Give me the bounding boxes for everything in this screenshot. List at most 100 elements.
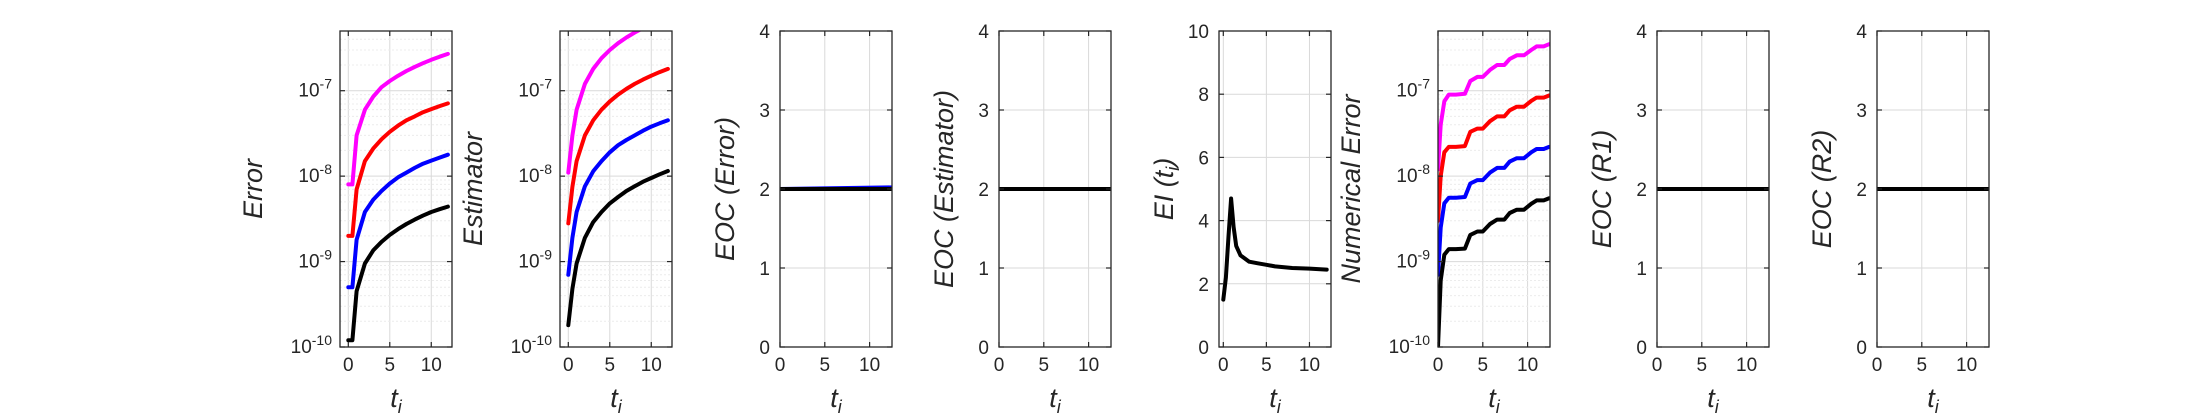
y-axis-label: EOC (Error) [710, 117, 740, 261]
y-tick-label: 2 [978, 180, 989, 201]
series-group [780, 185, 892, 191]
chart-panel-8: 0 5 10 0 1 2 3 4 ti EOC (R2) [1807, 22, 1990, 417]
series-line-red [1438, 93, 1550, 223]
chart-panel-7: 0 5 10 0 1 2 3 4 ti EOC (R1) [1587, 22, 1770, 417]
x-axis-label: ti [1927, 383, 1940, 417]
y-tick-label: 10-10 [291, 332, 333, 358]
y-tick-label: 1 [1856, 259, 1867, 280]
series-line-magenta [1438, 42, 1550, 172]
x-tick-label: 10 [1736, 355, 1757, 376]
y-tick-label: 10-10 [511, 332, 553, 358]
y-tick-label: 2 [1636, 180, 1647, 201]
x-tick-label: 5 [1917, 355, 1928, 376]
y-axis-label: Error [238, 158, 268, 219]
y-tick-label: 10-8 [1396, 161, 1430, 187]
y-tick-label: 4 [978, 22, 989, 43]
y-tick-label: 1 [759, 259, 770, 280]
series-line-black [1438, 196, 1550, 347]
x-tick-label: 0 [775, 355, 786, 376]
series-line-red [566, 66, 670, 226]
series-line-magenta [566, 31, 642, 175]
x-tick-label: 0 [1433, 355, 1444, 376]
x-tick-label: 5 [604, 355, 615, 376]
series-line-magenta [346, 51, 450, 187]
y-tick-label: 3 [1856, 101, 1867, 122]
y-tick-label: 10-10 [1389, 332, 1431, 358]
y-tick-label: 6 [1198, 148, 1209, 169]
series-group [346, 51, 450, 343]
x-tick-label: 5 [1697, 355, 1708, 376]
x-axis-label: ti [610, 383, 623, 417]
series-line-black [346, 204, 450, 343]
chart-panel-4: 0 5 10 0 1 2 3 4 ti EOC (Estimator) [929, 22, 1112, 417]
x-axis-label: ti [1488, 383, 1501, 417]
axes-box [1218, 30, 1332, 348]
x-tick-label: 10 [421, 355, 442, 376]
x-tick-label: 10 [641, 355, 662, 376]
axes-box [1437, 30, 1551, 348]
y-tick-label: 10-8 [298, 161, 332, 187]
y-tick-label: 0 [978, 338, 989, 359]
chart-panel-6: 0 5 10 10-10 10-9 10-8 10-7 ti Numerical Error [1336, 30, 1551, 417]
x-tick-label: 5 [1261, 355, 1272, 376]
x-axis-label: ti [830, 383, 843, 417]
chart-panel-5: 0 5 10 0 2 4 6 8 10 ti EI (ti) [1149, 22, 1332, 417]
y-tick-label: 3 [1636, 101, 1647, 122]
grid-lines [560, 30, 672, 348]
x-tick-label: 10 [1956, 355, 1977, 376]
x-tick-label: 0 [1652, 355, 1663, 376]
x-tick-label: 10 [1299, 355, 1320, 376]
series-line-black [566, 169, 670, 328]
series-line-blue [566, 118, 670, 277]
y-tick-label: 10-7 [1396, 76, 1430, 102]
x-tick-label: 10 [1078, 355, 1099, 376]
y-tick-label: 2 [1856, 180, 1867, 201]
y-tick-label: 4 [1198, 212, 1209, 233]
x-tick-label: 5 [384, 355, 395, 376]
series-line-red [346, 101, 450, 238]
chart-panel-1: 0 5 10 10-10 10-9 10-8 10-7 ti Error [238, 30, 453, 417]
y-axis-label: EI (ti) [1149, 158, 1183, 221]
x-tick-label: 0 [1218, 355, 1229, 376]
x-tick-label: 0 [343, 355, 354, 376]
y-tick-label: 10 [1188, 22, 1209, 43]
y-tick-label: 8 [1198, 85, 1209, 106]
y-axis-label: EOC (R1) [1587, 130, 1617, 249]
y-tick-label: 0 [1856, 338, 1867, 359]
y-tick-label: 10-9 [518, 247, 552, 273]
y-tick-label: 10-9 [1396, 247, 1430, 273]
y-tick-label: 4 [1856, 22, 1867, 43]
axes-box [559, 30, 673, 348]
x-tick-label: 10 [1517, 355, 1538, 376]
y-axis-label: EOC (R2) [1807, 130, 1837, 249]
y-axis-label: EOC (Estimator) [929, 90, 959, 288]
y-tick-label: 3 [759, 101, 770, 122]
y-axis-label: Numerical Error [1336, 93, 1366, 283]
x-tick-label: 5 [1478, 355, 1489, 376]
y-tick-label: 0 [1198, 338, 1209, 359]
x-axis-label: ti [1707, 383, 1720, 417]
grid-lines [340, 30, 452, 348]
chart-panel-3: 0 5 10 0 1 2 3 4 ti EOC (Error) [710, 22, 893, 417]
y-tick-label: 10-7 [518, 76, 552, 102]
y-tick-label: 10-8 [518, 161, 552, 187]
series-line-black [1221, 196, 1329, 302]
x-axis-label: ti [1269, 383, 1282, 417]
series-group [1221, 196, 1329, 302]
y-tick-label: 4 [1636, 22, 1647, 43]
axes-box [339, 30, 453, 348]
y-tick-label: 2 [759, 180, 770, 201]
series-group [1438, 42, 1550, 347]
series-line-blue [346, 152, 450, 290]
x-tick-label: 0 [1872, 355, 1883, 376]
grid-lines [1438, 30, 1550, 348]
y-tick-label: 1 [978, 259, 989, 280]
chart-panel-2: 0 5 10 10-10 10-9 10-8 10-7 ti Estimator [458, 30, 673, 417]
y-tick-label: 0 [759, 338, 770, 359]
y-tick-label: 2 [1198, 275, 1209, 296]
y-tick-label: 4 [759, 22, 770, 43]
grid-lines [1219, 31, 1331, 347]
y-tick-label: 10-9 [298, 247, 332, 273]
x-axis-label: ti [390, 383, 403, 417]
